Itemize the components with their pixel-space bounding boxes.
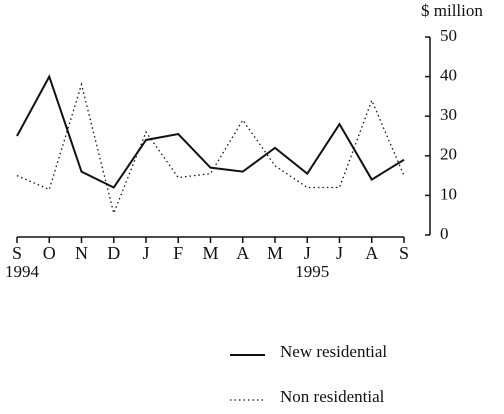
legend-label: New residential <box>280 342 387 361</box>
y-tick-label: 30 <box>440 105 457 124</box>
x-tick-label: S <box>399 243 409 263</box>
legend-label: Non residential <box>280 387 385 406</box>
x-tick-label: J <box>336 243 343 263</box>
y-tick-label: 20 <box>440 145 457 164</box>
y-tick-label: 0 <box>440 224 449 243</box>
x-tick-label: D <box>107 243 120 263</box>
y-tick-label: 50 <box>440 26 457 45</box>
y-tick-label: 40 <box>440 66 457 85</box>
x-tick-label: M <box>267 243 283 263</box>
y-axis-label: $ million <box>421 1 483 20</box>
x-tick-label: A <box>365 243 378 263</box>
x-tick-label: F <box>173 243 183 263</box>
x-year-label: 1995 <box>295 262 329 281</box>
x-year-label: 1994 <box>5 262 40 281</box>
x-tick-label: A <box>236 243 249 263</box>
x-tick-label: S <box>12 243 22 263</box>
line <box>16 82 405 216</box>
x-tick-label: O <box>43 243 56 263</box>
line <box>16 74 405 189</box>
y-tick-label: 10 <box>440 184 457 203</box>
x-tick-label: J <box>304 243 311 263</box>
x-tick-label: M <box>202 243 218 263</box>
x-tick-label: J <box>142 243 149 263</box>
x-tick-label: N <box>75 243 88 263</box>
